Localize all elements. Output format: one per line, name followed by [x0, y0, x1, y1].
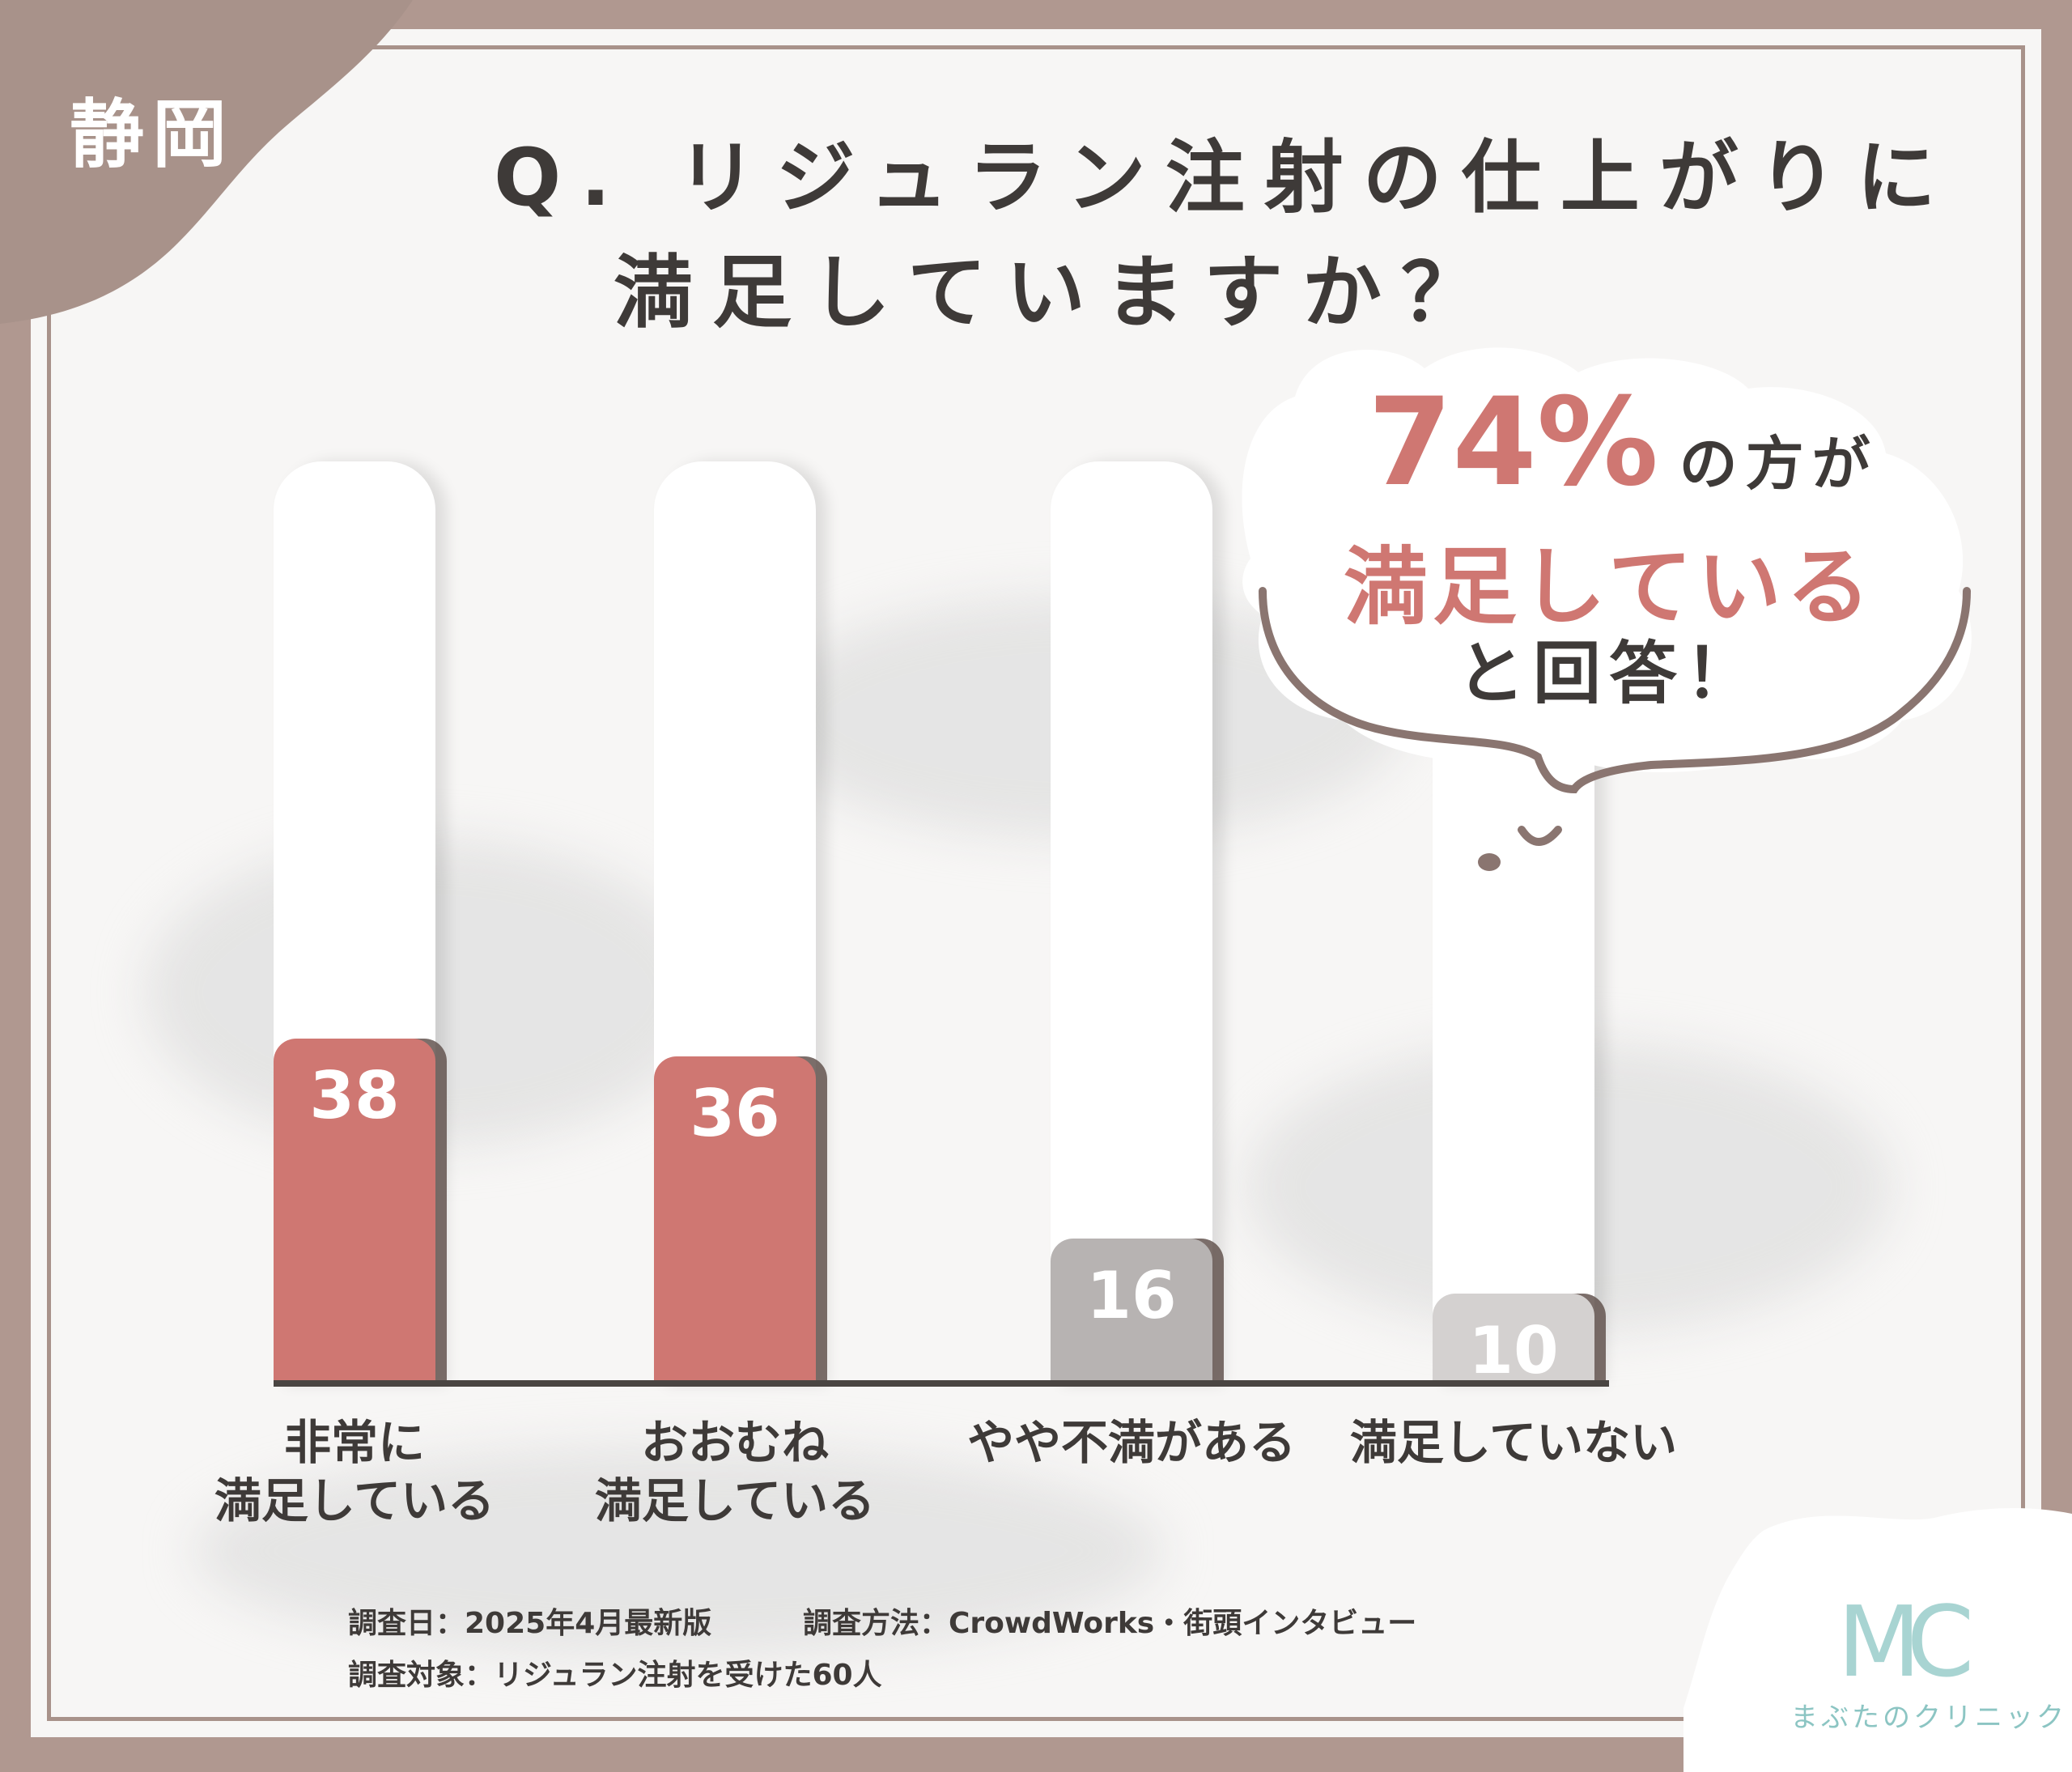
category-label: おおむね 満足している [594, 1415, 876, 1528]
bar: 38 [274, 1038, 435, 1384]
bar: 36 [654, 1056, 816, 1384]
bar-value-label: 16 [1086, 1258, 1177, 1333]
survey-date: 調査日：2025年4月最新版 [348, 1607, 712, 1640]
callout-highlight: 満足している [1344, 538, 1875, 636]
callout-suffix: の方が [1679, 430, 1879, 498]
survey-method: 調査方法：CrowdWorks・街頭インタビュー [803, 1607, 1417, 1640]
callout-percent: 74% [1368, 372, 1659, 513]
category-label: 非常に 満足している [214, 1415, 495, 1528]
survey-target: 調査対象：リジュラン注射を受けた60人 [348, 1659, 882, 1692]
title-line-1: Q. リジュラン注射の仕上がりに [494, 132, 1955, 224]
category-label: やや不満がある [966, 1415, 1296, 1470]
corner-wave [0, 0, 413, 324]
clinic-logo-name: まぶたのクリニック [1790, 1702, 2067, 1734]
bar-value-label: 10 [1468, 1312, 1559, 1388]
content-panel [31, 29, 2041, 1737]
x-axis-baseline [274, 1380, 1609, 1387]
region-badge: 静岡 [70, 91, 236, 178]
speech-bubble [1259, 587, 1971, 871]
clinic-logo-mark: MC [1837, 1587, 1974, 1699]
bar: 10 [1433, 1293, 1594, 1388]
callout-answer: と回答！ [1457, 634, 1762, 713]
bar-value-label: 38 [309, 1057, 400, 1133]
bar-track: 16 [1051, 461, 1212, 1384]
category-label: 満足していない [1349, 1415, 1678, 1470]
inner-frame [47, 45, 2025, 1721]
logo-wave [1684, 1508, 2072, 1772]
bar-value-label: 36 [690, 1076, 780, 1151]
bar: 16 [1051, 1239, 1212, 1384]
bar-track: 36 [654, 461, 816, 1384]
bar-track: 38 [274, 461, 435, 1384]
callout-line-1: 74% の方が [1368, 372, 1879, 513]
title-line-2: 満足していますか？ [614, 247, 1501, 339]
